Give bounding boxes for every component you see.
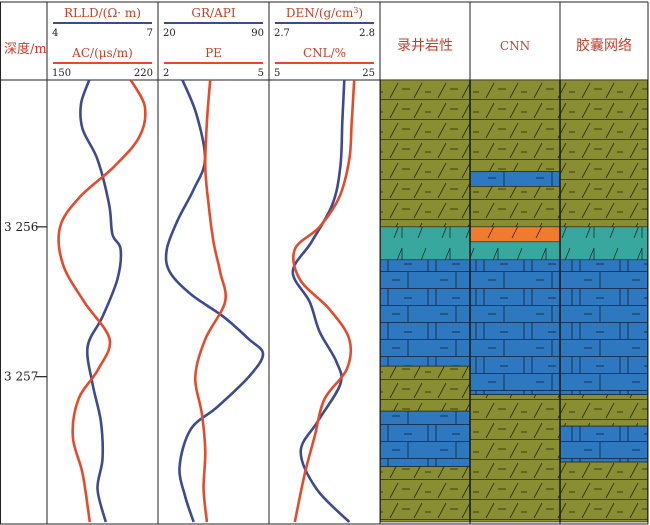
series-name-1-1: PE xyxy=(205,46,222,60)
lithology-title-2: 胶囊网络 xyxy=(576,37,632,54)
lithology-layer-2-2 xyxy=(560,259,648,395)
scale-right-1-0: 90 xyxy=(251,28,264,39)
curve-track0-series0 xyxy=(79,79,123,523)
lithology-layer-0-1 xyxy=(380,226,470,261)
lithology-layer-1-1 xyxy=(470,171,560,187)
curve-track1-series1 xyxy=(193,79,227,523)
lithology-title-1: CNN xyxy=(500,39,530,53)
scale-left-1-1: 2 xyxy=(163,68,169,79)
depth-label-0: 3 256 xyxy=(4,220,38,234)
series-name-2-0: DEN/(g/cm3) xyxy=(286,6,363,21)
lithology-layer xyxy=(380,79,648,523)
scale-left-2-1: 5 xyxy=(274,68,280,79)
depth-label-1: 3 257 xyxy=(4,370,38,384)
scale-right-0-1: 220 xyxy=(134,68,153,79)
lithology-layer-0-5 xyxy=(380,466,470,523)
scale-left-2-0: 2.7 xyxy=(274,28,290,39)
lithology-layer-2-5 xyxy=(560,461,648,523)
lithology-layer-1-2 xyxy=(470,186,560,228)
curve-track1-series0 xyxy=(164,79,265,523)
lithology-layer-0-0 xyxy=(380,79,470,228)
lithology-layer-0-2 xyxy=(380,259,470,367)
scale-right-0-0: 7 xyxy=(147,28,153,39)
curve-track2-series1 xyxy=(292,79,356,523)
lithology-layer-2-4 xyxy=(560,425,648,463)
depth-track-title: 深度/m xyxy=(4,41,47,57)
lithology-layer-1-6 xyxy=(470,394,560,523)
lithology-title-0: 录井岩性 xyxy=(397,38,453,54)
scale-right-1-1: 5 xyxy=(258,68,264,79)
series-name-1-0: GR/API xyxy=(191,6,235,20)
curve-track0-series1 xyxy=(57,79,147,523)
scale-left-0-0: 4 xyxy=(52,28,58,39)
series-name-0-1: AC/(μs/m) xyxy=(71,46,133,60)
scale-right-2-0: 2.8 xyxy=(359,28,375,39)
lithology-layer-2-0 xyxy=(560,79,648,228)
scale-left-1-0: 20 xyxy=(163,28,176,39)
lithology-layer-1-4 xyxy=(470,241,560,261)
lithology-layer-0-3 xyxy=(380,365,470,412)
curve-layer xyxy=(57,79,356,523)
curve-track2-series0 xyxy=(291,79,351,523)
scale-left-0-1: 150 xyxy=(52,68,71,79)
header-layer: 深度/m RLLD/(Ω· m)4 7AC/(μs/m)150 220GR/API2… xyxy=(4,6,632,80)
lithology-layer-1-3 xyxy=(470,226,560,243)
lithology-layer-2-3 xyxy=(560,394,648,427)
lithology-layer-1-5 xyxy=(470,259,560,395)
lithology-layer-2-1 xyxy=(560,226,648,261)
lithology-layer-0-4 xyxy=(380,410,470,467)
lithology-layer-1-0 xyxy=(470,79,560,172)
scale-right-2-1: 25 xyxy=(362,68,375,79)
series-name-0-0: RLLD/(Ω· m) xyxy=(64,6,141,20)
depth-ticks: 3 256 3 257 xyxy=(4,220,47,384)
series-name-2-1: CNL/% xyxy=(303,46,346,60)
